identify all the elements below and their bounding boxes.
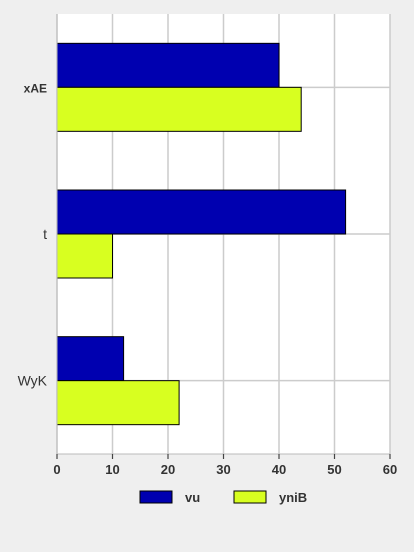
legend-label-vu: vu <box>185 490 200 505</box>
bar-vu-xAE <box>56 42 280 88</box>
x-tick-label: 60 <box>383 462 397 477</box>
y-category-label: t <box>43 226 47 242</box>
legend-swatch-vu <box>139 490 173 504</box>
x-tick-label: 20 <box>161 462 175 477</box>
bar-yniB-t <box>56 233 113 279</box>
x-tick-label: 0 <box>53 462 60 477</box>
x-tick-label: 50 <box>327 462 341 477</box>
legend-swatch-yniB <box>233 490 267 504</box>
x-tick-label: 10 <box>105 462 119 477</box>
bar-yniB-WyK <box>56 380 180 426</box>
bar-vu-WyK <box>56 336 125 382</box>
y-category-label: WyK <box>18 373 48 389</box>
bars <box>56 42 347 426</box>
y-axis: xAE t WyK <box>18 14 58 454</box>
x-tick-label: 40 <box>272 462 286 477</box>
y-category-label: xAE <box>24 81 47 95</box>
legend: vu yniB <box>139 490 307 505</box>
legend-label-yniB: yniB <box>279 490 307 505</box>
bar-yniB-xAE <box>56 86 302 132</box>
x-tick-label: 30 <box>216 462 230 477</box>
bar-vu-t <box>56 189 347 235</box>
x-axis: 0 10 20 30 40 50 60 <box>53 453 397 477</box>
